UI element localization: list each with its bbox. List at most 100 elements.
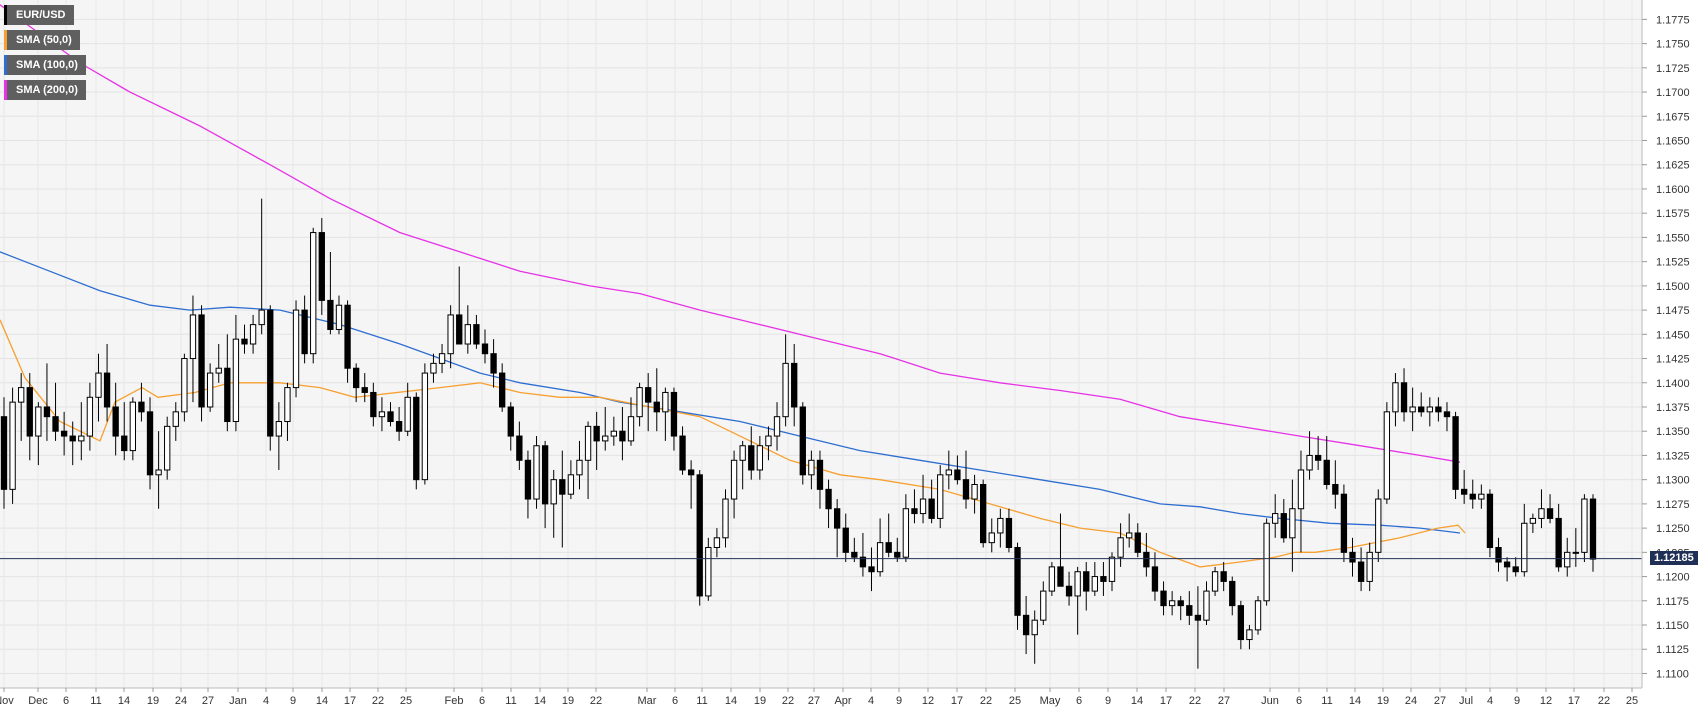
x-tick-label: 11 [90,695,101,707]
legend-label: SMA (200,0) [16,84,78,96]
candle-body [421,372,429,481]
candle-body [851,551,858,558]
candle [1460,469,1468,504]
candle [1280,499,1287,543]
candle [1074,566,1081,635]
candle [799,402,806,485]
candle [421,363,429,485]
candle [1168,591,1176,616]
candle-body [1108,556,1116,582]
candle [842,513,849,563]
x-tick-label: 27 [202,695,214,707]
legend-item-sma200[interactable]: SMA (200,0) [4,80,86,100]
candle [1314,436,1322,470]
candle-body [1297,469,1305,510]
candle-body [842,527,849,553]
candle [1160,581,1167,616]
candle [584,421,592,500]
candle [1572,528,1579,567]
moving-averages [0,4,1466,568]
candle-body [241,338,248,345]
legend-item-sma100[interactable]: SMA (100,0) [4,55,86,75]
candle [636,382,643,427]
candle [224,334,231,432]
candle-body [507,406,514,437]
candle [438,344,446,374]
candle [645,373,652,432]
candle-body [954,469,961,481]
legend-label: SMA (50,0) [16,34,72,46]
candle-body [937,474,944,519]
y-tick-label: 1.1175 [1656,596,1689,608]
candle [1246,625,1253,650]
candle-body [773,416,781,437]
candle-body [1263,522,1270,602]
y-tick-label: 1.1475 [1656,305,1690,317]
candle [1375,489,1382,563]
candle [954,455,961,485]
candle-body [541,445,549,505]
candle [43,363,51,441]
y-tick-label: 1.1400 [1656,378,1690,390]
x-tick-label: 4 [263,695,269,707]
candle-body [567,474,575,495]
candle [851,537,858,563]
candle-body [988,532,995,544]
legend-item-eurusd[interactable]: EUR/USD [4,5,74,25]
candle-body [164,425,171,471]
candle-body [258,309,265,326]
candle-body [138,401,145,413]
candle [1340,484,1348,563]
x-tick-label: 6 [479,695,485,707]
candle-body [1452,416,1459,490]
candle [352,363,360,403]
candle-body [1323,459,1330,486]
x-tick-label: Apr [834,695,851,707]
candle-body [284,387,291,423]
candle-body [1495,546,1502,563]
candle [1306,431,1313,480]
candle-body [756,445,764,471]
candle-body [1237,605,1245,641]
candle [267,305,274,451]
candle-body [627,416,635,442]
candle [1503,557,1511,582]
candle [1134,523,1141,558]
sma-100-line [0,251,1461,534]
candle [662,387,669,441]
candle [1211,566,1219,596]
candle-body [1014,546,1021,616]
candle [18,373,25,441]
candle-body [619,430,626,442]
x-tick-label: 19 [1377,695,1389,707]
candle-body [43,406,51,418]
candle [1297,450,1305,553]
candle [404,382,411,437]
x-tick-label: Feb [445,695,464,707]
y-tick-label: 1.1625 [1656,160,1690,172]
legend-swatch [4,30,7,50]
candle [249,314,257,354]
legend-item-sma50[interactable]: SMA (50,0) [4,30,80,50]
candle-body [1126,532,1133,539]
candle-body [894,551,901,558]
candle [670,387,678,451]
candle [816,450,824,509]
x-tick-label: Jul [1459,695,1473,707]
candle-body [456,314,463,345]
candle-body [670,391,678,437]
x-tick-label: 22 [782,695,794,707]
candle-body [1040,590,1047,621]
candle-body [1435,406,1442,413]
candle [593,411,600,470]
candle [602,406,609,451]
candle-body [78,435,85,442]
x-tick-label: 14 [118,695,130,707]
candle [619,406,626,461]
candle [868,547,875,592]
candle-body [1572,551,1579,554]
x-tick-label: Dec [28,695,48,707]
candle-body [1031,619,1038,636]
candle-body [1306,454,1313,471]
candle-body [18,387,25,403]
